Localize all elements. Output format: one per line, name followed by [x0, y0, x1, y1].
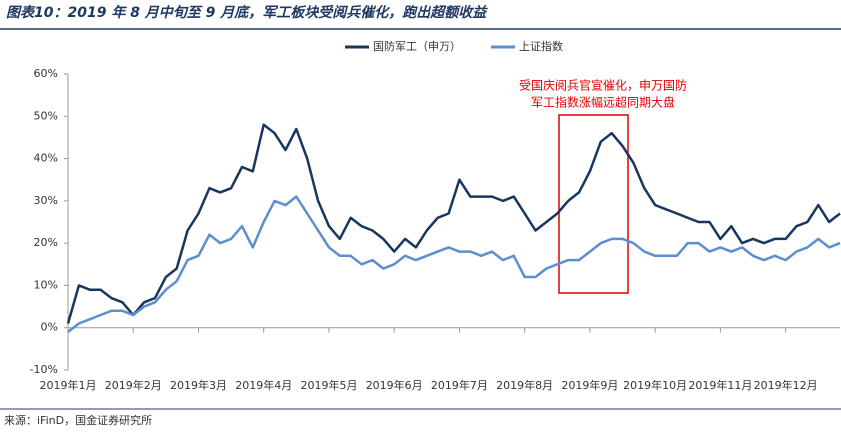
x-tick-label: 2019年6月	[366, 378, 423, 392]
x-tick-label: 2019年9月	[561, 378, 618, 392]
source: 来源：iFinD，国金证券研究所	[4, 413, 152, 427]
x-tick-label: 2019年12月	[754, 378, 818, 392]
series-line	[67, 195, 841, 333]
x-tick-label: 2019年10月	[623, 378, 687, 392]
legend-label: 国防军工（申万）	[373, 39, 461, 53]
x-tick-label: 2019年4月	[235, 378, 292, 392]
y-tick-label: 60%	[34, 67, 58, 80]
y-tick-label: 50%	[34, 109, 58, 122]
legend-label: 上证指数	[519, 39, 563, 53]
x-tick-label: 2019年7月	[431, 378, 488, 392]
y-tick-label: 10%	[34, 278, 58, 291]
chart-title: 图表10：2019 年 8 月中旬至 9 月底，军工板块受阅兵催化，跑出超额收益	[6, 4, 488, 21]
y-tick-label: 30%	[34, 194, 58, 207]
y-tick-label: 20%	[34, 236, 58, 249]
highlight-box	[558, 114, 629, 294]
x-tick-label: 2019年2月	[105, 378, 162, 392]
x-tick-label: 2019年8月	[496, 378, 553, 392]
y-tick-label: -10%	[30, 363, 58, 376]
y-tick-label: 0%	[41, 321, 58, 334]
x-tick-label: 2019年1月	[40, 378, 97, 392]
annotation: 军工指数涨幅远超同期大盘	[531, 95, 675, 110]
x-tick-label: 2019年11月	[688, 378, 752, 392]
y-tick-label: 40%	[34, 152, 58, 165]
x-tick-label: 2019年5月	[300, 378, 357, 392]
x-tick-label: 2019年3月	[170, 378, 227, 392]
series-line	[66, 123, 841, 324]
annotation: 受国庆阅兵官宣催化，申万国防	[519, 78, 687, 93]
